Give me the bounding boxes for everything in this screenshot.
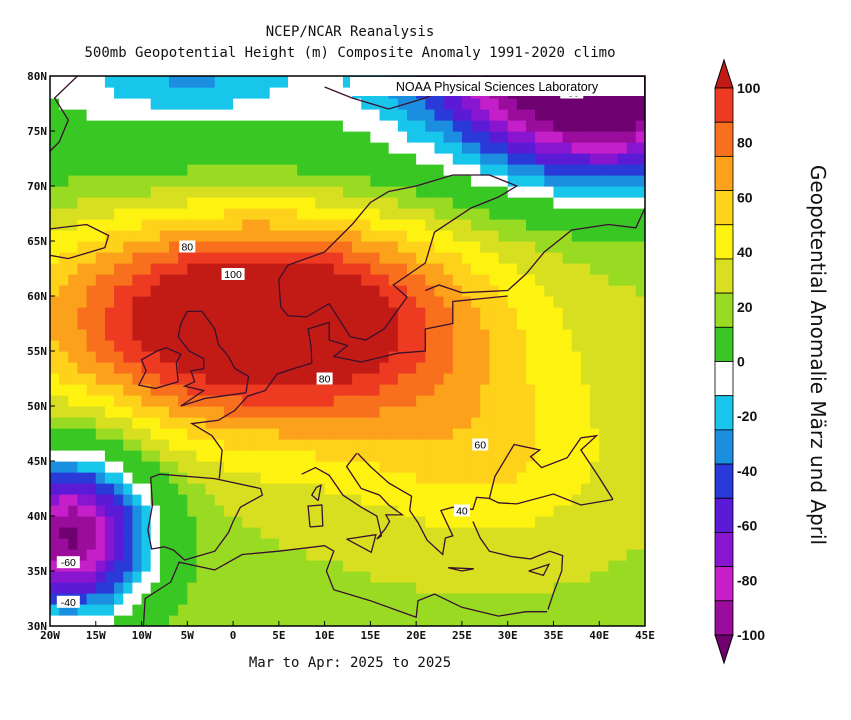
svg-text:80: 80 bbox=[319, 374, 331, 386]
contour-label: 100 bbox=[221, 268, 245, 281]
svg-text:40: 40 bbox=[456, 506, 468, 518]
time-range-label: Mar to Apr: 2025 to 2025 bbox=[248, 655, 452, 671]
latitude-tick-label: 70N bbox=[27, 180, 47, 193]
latitude-tick-label: 65N bbox=[27, 235, 47, 248]
colorbar-tick-label: 80 bbox=[737, 135, 753, 151]
longitude-tick-label: 10W bbox=[132, 629, 152, 642]
longitude-tick-label: 40E bbox=[589, 629, 609, 642]
latitude-tick-label: 40N bbox=[27, 510, 47, 523]
colorbar-segment bbox=[714, 121, 734, 157]
coastlines bbox=[50, 76, 645, 626]
svg-text:-40: -40 bbox=[61, 597, 76, 609]
contour-label: 40 bbox=[453, 504, 470, 518]
colorbar-tick-label: 20 bbox=[737, 299, 753, 315]
svg-text:60: 60 bbox=[474, 440, 486, 452]
latitude-tick-label: 35N bbox=[27, 565, 47, 578]
longitude-tick-label: 15W bbox=[86, 629, 106, 642]
latitude-tick-label: 45N bbox=[27, 455, 47, 468]
colorbar-tick-label: -40 bbox=[737, 463, 757, 479]
coastline bbox=[189, 295, 508, 479]
credit-text: NOAA Physical Sciences Laboratory bbox=[396, 80, 599, 94]
colorbar-tick-label: -60 bbox=[737, 518, 757, 534]
anomaly-shading bbox=[50, 76, 645, 626]
latitude-tick-label: 30N bbox=[27, 620, 47, 633]
colorbar-min-arrow bbox=[714, 634, 734, 665]
coastline bbox=[142, 545, 548, 626]
longitude-tick-label: 20W bbox=[40, 629, 60, 642]
coastline bbox=[310, 484, 322, 502]
colorbar-segment bbox=[714, 155, 734, 191]
coastline bbox=[278, 174, 519, 341]
contour-label: -60 bbox=[56, 556, 80, 569]
coastline bbox=[357, 452, 614, 556]
coastline bbox=[346, 533, 377, 554]
contour-label: -40 bbox=[56, 595, 80, 609]
coastline bbox=[448, 567, 474, 572]
longitude-tick-label: 20E bbox=[406, 629, 426, 642]
longitude-tick-label: 5W bbox=[181, 629, 195, 642]
colorbar-segment bbox=[714, 497, 734, 533]
colorbar-tick-label: 60 bbox=[737, 189, 753, 205]
colorbar-segment bbox=[714, 566, 734, 602]
colorbar-segment bbox=[714, 600, 734, 636]
colorbar-max-arrow bbox=[714, 58, 734, 89]
chart-subtitle: 500mb Geopotential Height (m) Composite … bbox=[84, 45, 616, 61]
longitude-tick-label: 15E bbox=[360, 629, 380, 642]
colorbar-segment bbox=[714, 532, 734, 568]
credit-box: NOAA Physical Sciences Laboratory bbox=[350, 77, 644, 96]
svg-text:-60: -60 bbox=[61, 557, 76, 569]
colorbar-segment bbox=[714, 395, 734, 431]
longitude-tick-label: 35E bbox=[544, 629, 564, 642]
coastline bbox=[147, 473, 264, 561]
coastline bbox=[50, 223, 110, 260]
chart-title: NCEP/NCAR Reanalysis bbox=[265, 24, 435, 40]
colorbar-segment bbox=[714, 326, 734, 362]
contour-label: 80 bbox=[316, 372, 333, 386]
latitude-tick-label: 60N bbox=[27, 290, 47, 303]
colorbar-title: Geopotential Anomalie März und April bbox=[806, 164, 830, 546]
svg-text:100: 100 bbox=[224, 269, 242, 281]
colorbar-tick-label: -20 bbox=[737, 408, 757, 424]
coastline bbox=[528, 563, 551, 577]
latitude-tick-label: 75N bbox=[27, 125, 47, 138]
colorbar-tick-label: 40 bbox=[737, 244, 753, 260]
colorbar-segment bbox=[714, 224, 734, 260]
latitude-tick-label: 50N bbox=[27, 400, 47, 413]
colorbar-segment bbox=[714, 429, 734, 465]
colorbar-tick-label: 100 bbox=[737, 80, 761, 96]
colorbar-segment bbox=[714, 258, 734, 294]
colorbar-segment bbox=[714, 292, 734, 328]
plot-area: -8080100806040-60-40 bbox=[50, 76, 645, 626]
colorbar-segment bbox=[714, 87, 734, 123]
coastline bbox=[307, 504, 324, 528]
longitude-tick-label: 5E bbox=[272, 629, 285, 642]
longitude-tick-label: 45E bbox=[635, 629, 655, 642]
coastline bbox=[425, 207, 645, 294]
coastline bbox=[50, 76, 78, 181]
coastline bbox=[137, 346, 182, 390]
coastline bbox=[472, 521, 564, 610]
longitude-tick-label: 0 bbox=[230, 629, 237, 642]
latitude-tick-label: 80N bbox=[27, 70, 47, 83]
latitude-tick-label: 55N bbox=[27, 345, 47, 358]
svg-text:80: 80 bbox=[181, 242, 193, 254]
longitude-axis: 20W 15W 10W 5W 0 5E 10E 15E 20E 25E 30E 35E 40E 45E bbox=[40, 621, 655, 642]
contour-label: 60 bbox=[472, 438, 489, 452]
coastline bbox=[301, 452, 405, 540]
longitude-tick-label: 25E bbox=[452, 629, 472, 642]
colorbar-segment bbox=[714, 361, 734, 397]
colorbar-segment bbox=[714, 190, 734, 226]
colorbar: 100 80 60 40 20 0 -20 -40 -60 -80 -100 bbox=[714, 58, 765, 665]
colorbar-segment bbox=[714, 463, 734, 499]
latitude-axis: 30N 35N 40N 45N 50N 55N 60N 65N 70N 75N 80N bbox=[27, 70, 55, 633]
contour-label: 80 bbox=[179, 240, 196, 254]
longitude-tick-label: 30E bbox=[498, 629, 518, 642]
colorbar-tick-label: -80 bbox=[737, 572, 757, 588]
coastline bbox=[488, 434, 614, 500]
colorbar-tick-label: 0 bbox=[737, 354, 745, 370]
longitude-tick-label: 10E bbox=[315, 629, 335, 642]
colorbar-tick-label: -100 bbox=[737, 627, 765, 643]
coastline bbox=[177, 310, 250, 407]
